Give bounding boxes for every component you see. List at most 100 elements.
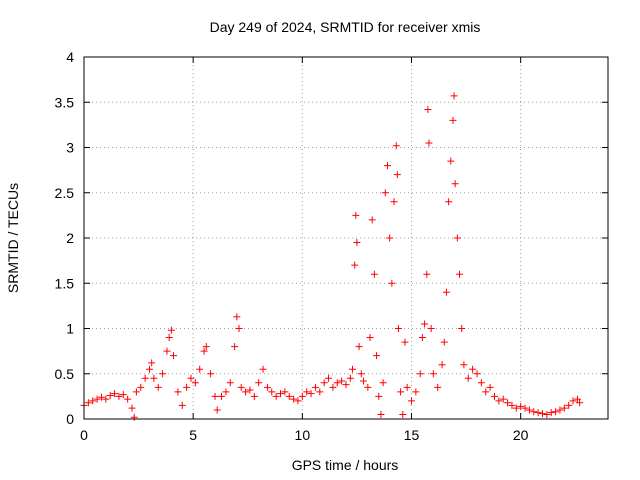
- data-point: [359, 377, 367, 385]
- data-point: [416, 370, 424, 378]
- data-point: [442, 288, 450, 296]
- data-point: [508, 401, 516, 409]
- data-point: [408, 397, 415, 405]
- data-point: [450, 92, 458, 100]
- data-point: [277, 390, 284, 398]
- data-point: [346, 374, 354, 382]
- data-point: [148, 359, 156, 367]
- y-tick-label: 1.5: [55, 275, 75, 291]
- data-point: [84, 399, 92, 407]
- data-point: [458, 325, 466, 332]
- data-point: [159, 370, 167, 378]
- data-point: [106, 391, 114, 399]
- data-point: [368, 216, 376, 224]
- data-point: [325, 374, 333, 382]
- data-point: [386, 234, 394, 242]
- data-point: [294, 397, 302, 405]
- data-point: [352, 211, 360, 219]
- data-point: [397, 388, 405, 396]
- data-point: [393, 171, 401, 179]
- data-point: [246, 386, 254, 394]
- data-point: [366, 334, 374, 342]
- data-point: [370, 270, 378, 278]
- data-point: [486, 383, 494, 391]
- data-point: [237, 383, 245, 391]
- data-point: [403, 383, 411, 391]
- data-point: [285, 392, 293, 400]
- data-point: [438, 361, 446, 369]
- data-point: [373, 352, 381, 360]
- data-point: [456, 270, 464, 278]
- data-point: [573, 395, 581, 403]
- data-point: [170, 352, 178, 360]
- y-tick-label: 0.5: [55, 366, 75, 382]
- data-point: [427, 325, 435, 332]
- data-point: [150, 374, 158, 382]
- data-point: [174, 388, 182, 396]
- data-point: [338, 377, 346, 385]
- data-point: [565, 401, 573, 409]
- data-point: [213, 406, 221, 414]
- data-point: [89, 397, 97, 405]
- data-point: [178, 401, 186, 409]
- data-point: [200, 347, 208, 355]
- data-point: [263, 383, 271, 391]
- data-point: [504, 399, 512, 407]
- data-point: [137, 383, 145, 391]
- data-point: [552, 408, 560, 416]
- data-point: [255, 379, 263, 387]
- data-point: [235, 325, 243, 332]
- data-point: [447, 157, 455, 165]
- data-point: [119, 391, 127, 399]
- data-point: [539, 410, 546, 418]
- data-point: [401, 338, 409, 346]
- data-point: [560, 404, 568, 412]
- data-point: [202, 343, 210, 351]
- data-point: [333, 379, 341, 387]
- data-point: [517, 402, 525, 410]
- y-axis-label: SRMTID / TECUs: [5, 183, 21, 293]
- data-point: [390, 198, 398, 206]
- data-point: [130, 413, 138, 421]
- data-point: [111, 390, 119, 398]
- data-points: [80, 92, 584, 421]
- data-point: [233, 313, 241, 321]
- y-tick-label: 1: [66, 321, 74, 337]
- data-point: [379, 379, 387, 387]
- data-point: [375, 392, 383, 400]
- data-point: [191, 379, 199, 387]
- data-point: [383, 162, 391, 170]
- data-point: [424, 105, 432, 113]
- data-point: [281, 388, 289, 396]
- data-point: [534, 409, 542, 417]
- data-point: [167, 326, 175, 334]
- data-point: [165, 334, 173, 342]
- chart-title: Day 249 of 2024, SRMTID for receiver xmi…: [210, 19, 481, 35]
- data-point: [464, 374, 472, 382]
- data-point: [440, 338, 448, 346]
- data-point: [141, 374, 149, 382]
- data-point: [392, 142, 400, 150]
- y-tick-label: 4: [66, 49, 74, 65]
- data-point: [477, 379, 485, 387]
- data-point: [93, 395, 101, 403]
- data-point: [357, 370, 365, 378]
- data-point: [364, 383, 372, 391]
- data-point: [418, 334, 426, 342]
- data-point: [521, 404, 529, 412]
- data-point: [207, 370, 215, 378]
- data-point: [525, 406, 533, 414]
- x-tick-label: 15: [404, 427, 420, 443]
- data-point: [128, 404, 136, 412]
- data-point: [303, 388, 311, 396]
- data-point: [163, 347, 171, 355]
- data-point: [394, 325, 402, 332]
- data-point: [556, 406, 564, 414]
- data-point: [242, 388, 250, 396]
- data-point: [451, 180, 459, 188]
- data-point: [355, 343, 363, 351]
- data-point: [469, 365, 477, 373]
- data-point: [298, 392, 306, 400]
- x-tick-label: 0: [80, 427, 88, 443]
